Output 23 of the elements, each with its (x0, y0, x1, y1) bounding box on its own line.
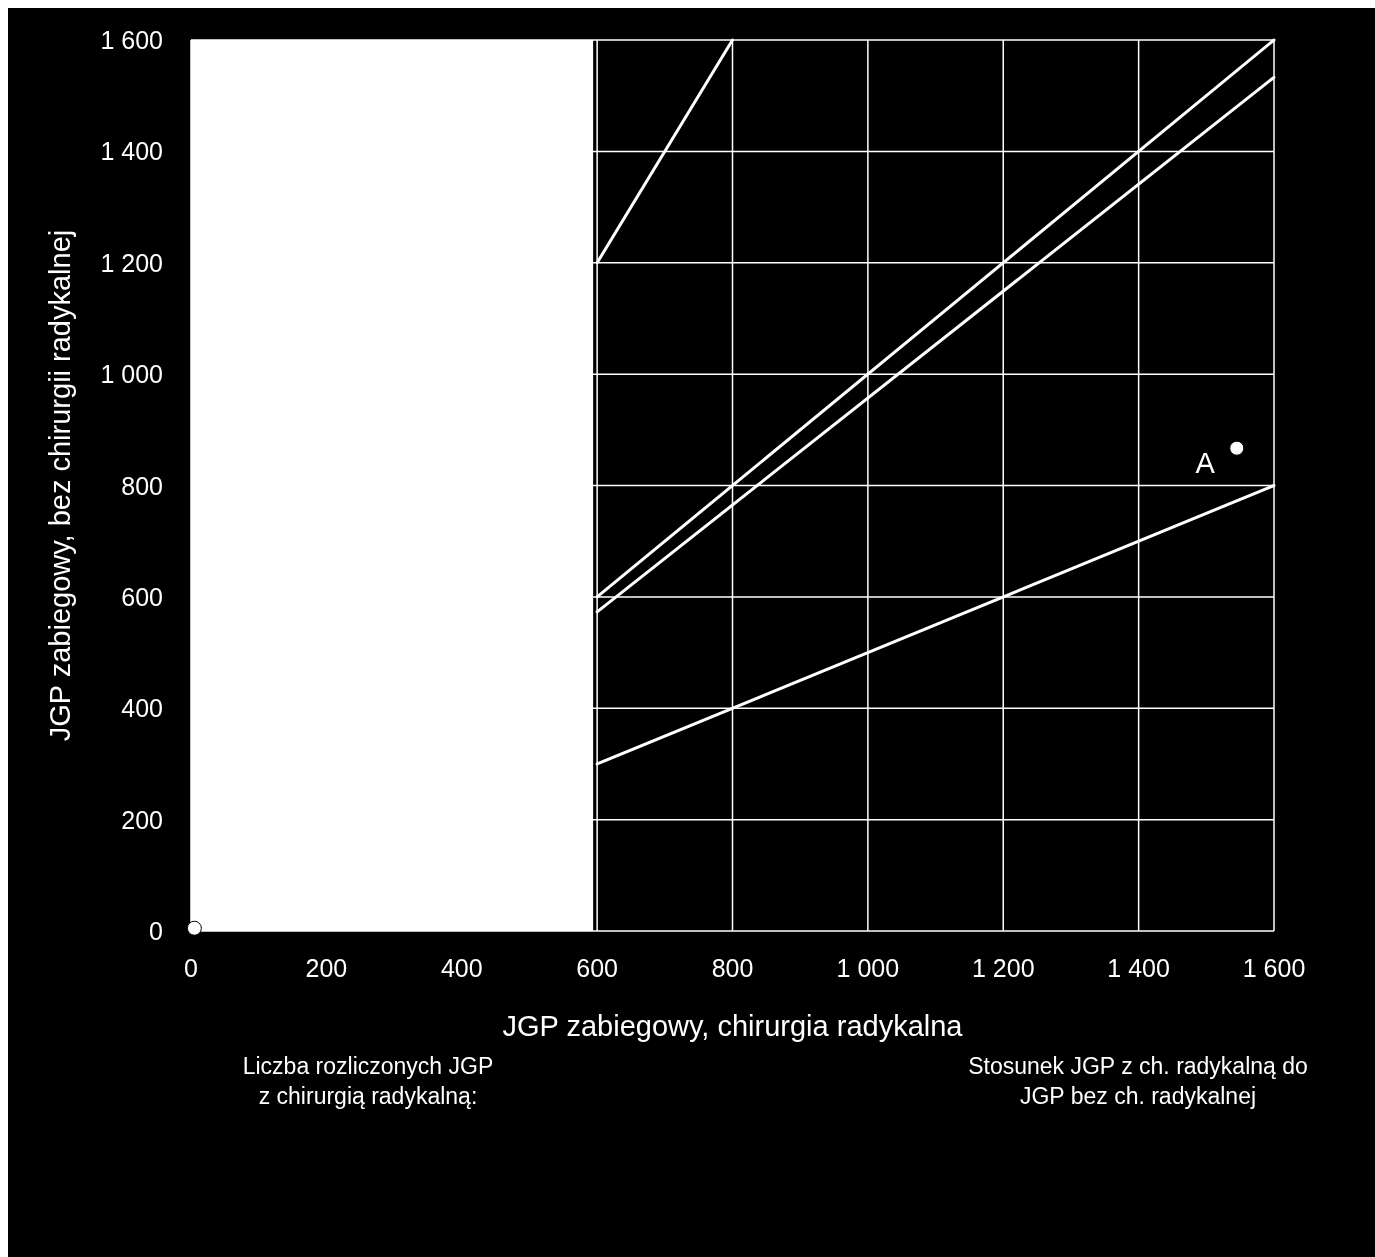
x-tick-label: 0 (184, 954, 198, 982)
y-tick-label: 200 (121, 805, 163, 834)
x-tick-label: 1 600 (1242, 954, 1306, 982)
text: Liczba rozliczonych JGP z chirurgią radykalną: (242, 1053, 494, 1109)
y-tick-label: 800 (121, 471, 163, 500)
y-tick-label: 1 000 (100, 360, 163, 389)
x-tick-label: 1 400 (1107, 954, 1170, 982)
y-tick-label: 1 200 (100, 248, 163, 277)
y-axis-title: JGP zabiegowy, bez chirurgii radykalnej (44, 229, 76, 742)
y-tick-label: 1 600 (100, 26, 163, 54)
y-tick-label: 0 (149, 917, 163, 945)
x-tick-label: 200 (305, 954, 348, 982)
x-tick-label: 600 (576, 954, 618, 982)
y-tick-label: 1 400 (100, 137, 163, 166)
y-tick-label: 400 (121, 694, 163, 723)
x-tick-label: 400 (440, 954, 483, 982)
x-tick-label: 800 (711, 954, 754, 982)
text: Stosunek JGP z ch. radykalną do JGP bez ch. radykalnej (968, 1053, 1308, 1109)
x-axis-title: JGP zabiegowy, chirurgia radykalna (502, 1010, 964, 1042)
x-tick-label: 1 200 (971, 954, 1035, 982)
y-tick-label: 600 (121, 582, 163, 611)
x-tick-label: 1 000 (836, 954, 900, 982)
annotation: A (1195, 447, 1216, 480)
